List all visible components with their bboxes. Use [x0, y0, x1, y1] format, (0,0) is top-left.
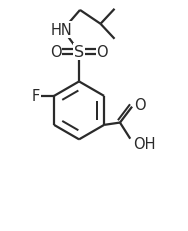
Text: S: S	[74, 45, 84, 60]
Text: O: O	[50, 45, 61, 60]
Text: F: F	[32, 89, 40, 104]
Text: HN: HN	[50, 23, 72, 38]
Text: O: O	[134, 97, 146, 112]
Text: OH: OH	[133, 136, 155, 151]
Text: O: O	[97, 45, 108, 60]
